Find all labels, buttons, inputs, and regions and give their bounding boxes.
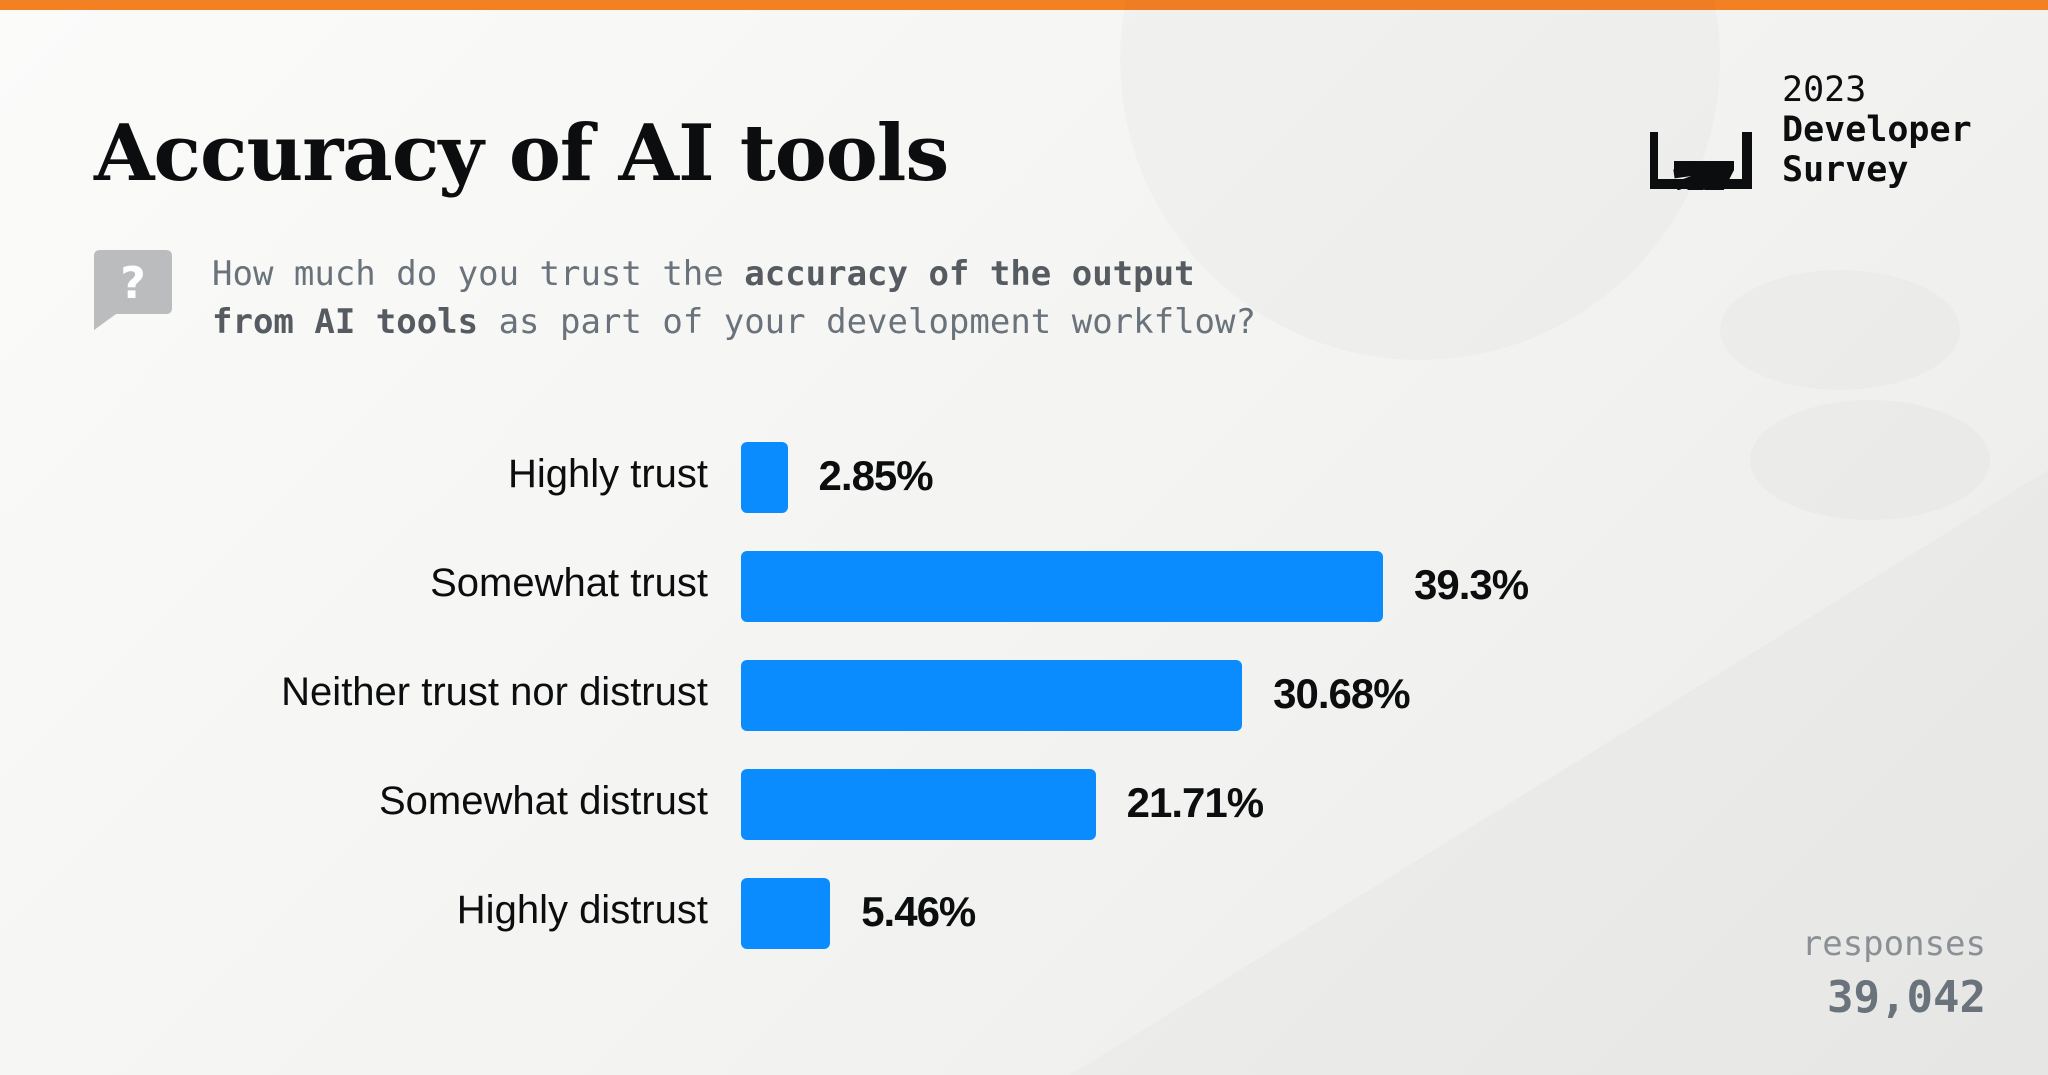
question-text-bold2: from AI tools [212, 302, 479, 342]
survey-line-developer: Developer [1782, 110, 1972, 150]
responses-label: responses [1801, 924, 1986, 964]
page-title: Accuracy of AI tools [94, 108, 949, 199]
bar [741, 878, 831, 949]
bar [741, 660, 1243, 731]
category-label: Neither trust nor distrust [281, 670, 708, 714]
survey-question: How much do you trust the accuracy of th… [212, 250, 1412, 346]
category-label: Highly distrust [456, 888, 708, 932]
value-label: 21.71% [1126, 779, 1264, 826]
responses-count: 39,042 [1827, 972, 1986, 1023]
question-bubble-icon: ? [94, 250, 172, 330]
category-label: Somewhat distrust [378, 779, 708, 823]
value-label: 30.68% [1273, 670, 1410, 717]
survey-brand-label: 2023 Developer Survey [1782, 70, 1972, 190]
top-accent-bar [0, 0, 2048, 10]
bar [741, 551, 1383, 622]
survey-year: 2023 [1782, 70, 1867, 110]
question-text-part1: How much do you trust the [212, 254, 745, 294]
category-label: Somewhat trust [430, 561, 708, 605]
category-label: Highly trust [507, 452, 708, 496]
bar [741, 769, 1096, 840]
value-label: 5.46% [861, 888, 976, 935]
bar [741, 442, 788, 513]
survey-line-survey: Survey [1782, 150, 1909, 190]
value-label: 2.85% [818, 452, 934, 499]
value-label: 39.3% [1414, 561, 1529, 608]
svg-text:?: ? [120, 258, 146, 309]
stack-overflow-logo-icon [1650, 132, 1752, 190]
question-text-bold1: accuracy of the output [744, 254, 1195, 294]
question-text-part2: as part of your development workflow? [478, 302, 1256, 342]
